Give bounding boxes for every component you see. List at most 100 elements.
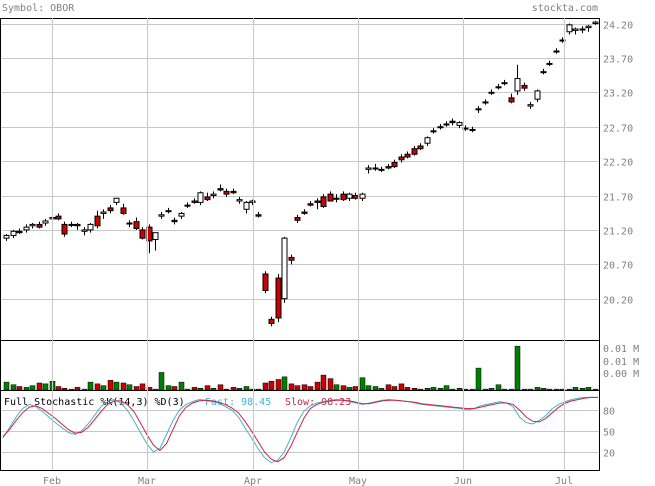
volume-bar [255, 388, 262, 391]
candle [133, 217, 140, 230]
volume-bar [10, 384, 17, 391]
volume-bar [204, 385, 211, 391]
volume-bar [3, 381, 10, 391]
volume-bar [417, 388, 424, 391]
candle-body [404, 153, 411, 158]
volume-bar [197, 387, 204, 391]
candle [352, 192, 359, 200]
candle-body [87, 223, 94, 231]
volume-bar [411, 387, 418, 391]
candle [327, 191, 334, 202]
candle [540, 68, 547, 75]
candle [204, 192, 211, 202]
candle-body [449, 120, 456, 124]
candle [74, 223, 81, 230]
volume-bar [333, 384, 340, 391]
candle-body [514, 78, 521, 92]
candle [333, 194, 340, 203]
y-tick-label: 22.70 [603, 124, 633, 135]
candle-body [534, 90, 541, 100]
volume-bar [36, 382, 43, 391]
volume-bar [572, 387, 579, 391]
volume-bar [139, 383, 146, 391]
candle [171, 217, 178, 225]
candle [514, 64, 521, 96]
candle-body [113, 197, 120, 203]
candle-body [36, 223, 43, 228]
candle [268, 316, 275, 327]
y-tick-label: 22.20 [603, 158, 633, 169]
volume-bar [165, 385, 172, 391]
candle-body [553, 50, 560, 53]
candle [29, 223, 36, 229]
candle-body [133, 221, 140, 230]
volume-bar [42, 383, 49, 391]
stoch-tick-label: 80 [603, 407, 615, 418]
candle [275, 273, 282, 323]
candle-body [411, 148, 418, 155]
x-tick-label: Jun [454, 476, 472, 486]
candle-body [94, 215, 101, 227]
candle [152, 232, 159, 251]
candle-body [443, 123, 450, 126]
candle [417, 143, 424, 151]
volume-bar [443, 385, 450, 391]
candle-body [23, 226, 30, 231]
volume-bar [87, 381, 94, 391]
candle [236, 196, 243, 204]
candle-body [579, 28, 586, 31]
candle-body [365, 167, 372, 170]
brand-label: stockta.com [532, 3, 598, 14]
candle [430, 128, 437, 134]
volume-bar [566, 388, 573, 391]
volume-bar [184, 388, 191, 391]
candle-body [307, 203, 314, 206]
symbol-label: Symbol: OBOR [2, 3, 75, 14]
candle [165, 207, 172, 214]
candle-body [204, 196, 211, 201]
candle-body [352, 195, 359, 199]
candle-body [178, 212, 185, 217]
volume-bar [372, 386, 379, 391]
volume-bar [352, 386, 359, 391]
candle [456, 121, 463, 129]
candle [579, 26, 586, 34]
candle [3, 234, 10, 241]
candle [585, 24, 592, 32]
candle-body [217, 188, 224, 191]
fast-line [2, 396, 598, 464]
candle [314, 198, 321, 210]
price-panel: 24.20 23.70 23.20 22.70 22.20 21.70 21.20 20.70… [0, 21, 633, 327]
slow-line [2, 396, 598, 463]
stochastic-title: Full Stochastic %K(14,3) %D(3) [4, 397, 185, 408]
candle-body [68, 223, 75, 226]
volume-bar [501, 388, 508, 391]
candle [378, 166, 385, 173]
volume-bar [236, 387, 243, 391]
volume-bar [81, 388, 88, 391]
volume-bar [579, 387, 586, 391]
candle [385, 163, 392, 170]
volume-bar [404, 387, 411, 391]
volume-bar [288, 383, 295, 391]
candle-body [236, 199, 243, 202]
candle-body [275, 277, 282, 319]
candle-body [191, 200, 198, 203]
volume-bar [152, 388, 159, 391]
candle-body [340, 193, 347, 201]
volume-bar [585, 387, 592, 391]
candle-body [281, 237, 288, 300]
candle-body [508, 97, 515, 103]
candle [223, 188, 230, 197]
candle [249, 199, 256, 206]
volume-bar [391, 386, 398, 391]
volume-bar [100, 385, 107, 391]
candle [475, 106, 482, 113]
candle [87, 223, 94, 233]
candle [307, 201, 314, 207]
candle [527, 101, 534, 109]
volume-bar [327, 378, 334, 391]
candle-body [566, 24, 573, 33]
candle-body [55, 215, 62, 220]
